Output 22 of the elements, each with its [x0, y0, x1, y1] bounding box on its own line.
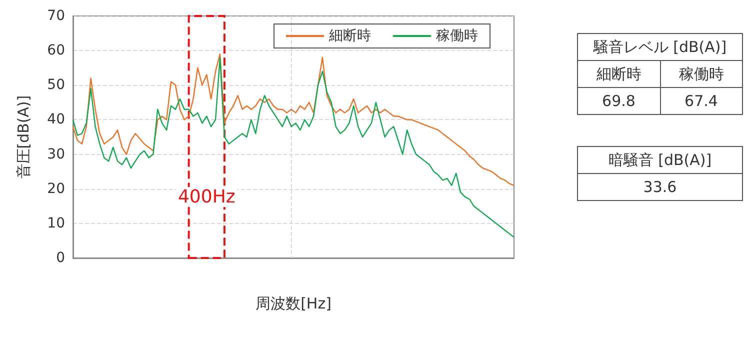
text: 暗騒音 [dB(A)]: [578, 146, 742, 174]
annotation: 400Hz: [178, 186, 236, 208]
legend-label: 細断時: [328, 28, 371, 44]
y-tick-label: 70: [47, 8, 65, 24]
data-label: 67.4: [660, 88, 742, 114]
y-tick-label: 50: [47, 77, 65, 94]
data-label: 69.8: [578, 88, 660, 114]
text: 騒音レベル [dB(A)]: [578, 34, 742, 60]
line-series: [72, 53, 515, 186]
y-tick-label: 30: [47, 146, 65, 162]
data-label: 33.6: [578, 174, 742, 200]
category-label: 稼働時: [660, 60, 742, 88]
y-axis-title: 音圧[dB(A)]: [14, 95, 32, 179]
line-series: [72, 56, 515, 238]
y-tick-label: 20: [47, 180, 65, 197]
y-tick-label: 0: [56, 250, 65, 266]
y-tick-label: 40: [47, 112, 65, 128]
y-tick-label: 60: [47, 42, 65, 59]
legend-label: 稼働時: [436, 28, 478, 44]
y-tick-label: 10: [47, 215, 65, 232]
x-axis-title: 周波数[Hz]: [256, 294, 332, 312]
category-label: 細断時: [578, 60, 660, 88]
